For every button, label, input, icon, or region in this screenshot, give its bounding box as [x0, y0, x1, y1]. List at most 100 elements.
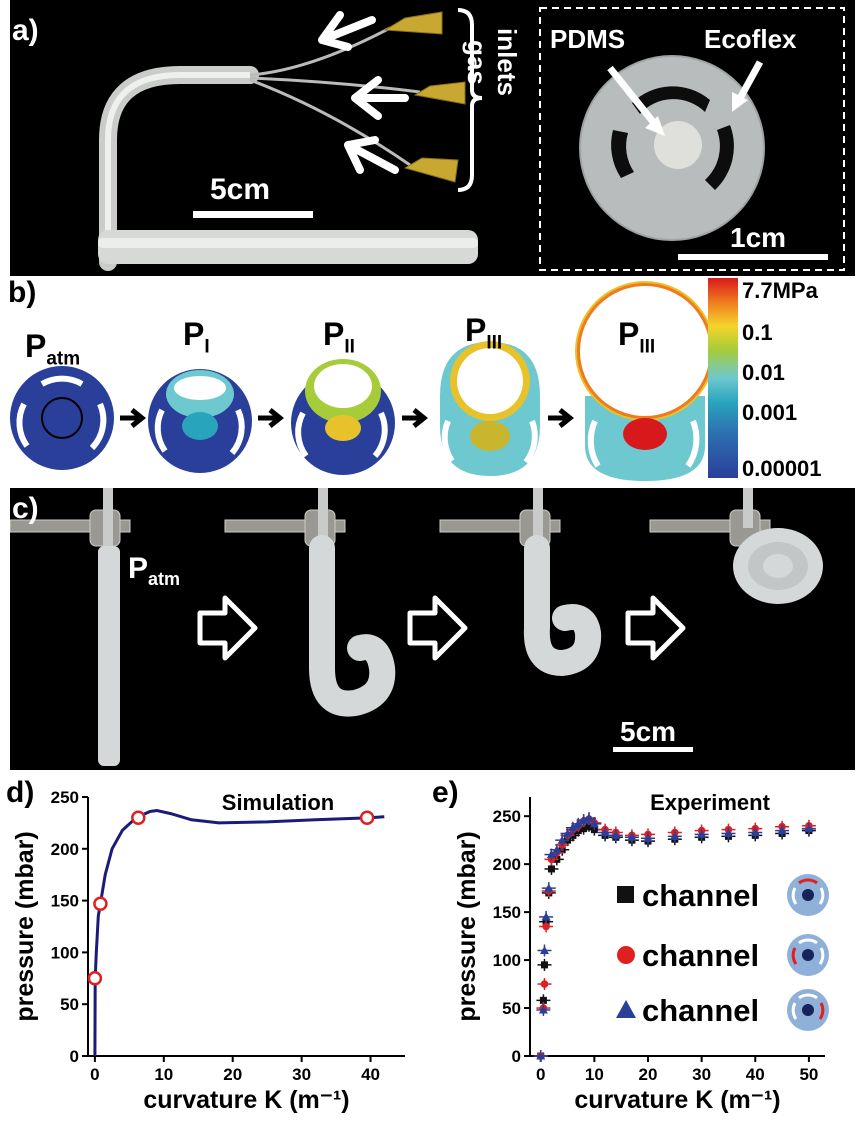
patm-label: Patm — [128, 552, 181, 589]
x-tick-label: 10 — [585, 1065, 604, 1084]
scale-bar-1cm — [678, 254, 828, 260]
actuator-coil — [523, 535, 602, 677]
data-point-triangle — [584, 813, 594, 822]
x-tick-label: 40 — [746, 1065, 765, 1084]
ecoflex-label: Ecoflex — [704, 24, 797, 54]
data-point-triangle — [589, 819, 599, 828]
simulation-marker — [87, 971, 103, 986]
x-tick-label: 20 — [639, 1065, 658, 1084]
data-point-triangle — [546, 850, 556, 859]
stage-label-1: PI — [183, 316, 210, 358]
simulation-marker — [359, 810, 375, 825]
data-point-triangle — [563, 828, 573, 837]
panel-c-label: c) — [12, 492, 39, 525]
y-tick-label: 100 — [51, 943, 79, 962]
stage-atm — [10, 366, 114, 470]
x-tick-label: 30 — [692, 1065, 711, 1084]
stage-arrow-4 — [548, 408, 575, 428]
data-point-square — [540, 961, 548, 969]
y-tick-label: 50 — [502, 999, 521, 1018]
data-point-triangle — [670, 831, 680, 840]
stage-3a — [440, 341, 540, 476]
x-tick-label: 50 — [799, 1065, 818, 1084]
x-tick-label: 20 — [223, 1065, 242, 1084]
experiment-chart: 0 10 20 30 40 50 0 50 100 150 200 250 curvature K (m… — [453, 790, 829, 1114]
tube-highlight — [105, 72, 250, 262]
legend-channel-core — [802, 949, 814, 961]
scale-label-c: 5cm — [620, 716, 677, 747]
colorbar-tick-0: 7.7MPa — [742, 278, 818, 303]
gas-label: gas — [462, 40, 492, 85]
gas-arrows — [318, 11, 409, 174]
sequence-arrows — [197, 595, 686, 661]
data-point-square — [547, 865, 555, 873]
panel-b-simulation: b) — [0, 276, 865, 488]
panel-c-photo: c) Patm 5cm — [9, 488, 855, 770]
legend-channel-arc — [791, 887, 798, 905]
chart-title: Simulation — [222, 790, 334, 815]
data-point-square — [539, 996, 547, 1004]
clamps — [9, 509, 771, 547]
y-tick-label: 150 — [51, 892, 79, 911]
panel-a-photo: a) gas inlets 5cm PDMS Ecoflex 1cm — [10, 0, 855, 276]
actuator-hook — [309, 535, 396, 717]
simulation-chart: 0 10 20 30 40 0 50 100 150 200 250 curvature K (m⁻¹… — [11, 788, 405, 1114]
y-axis-label: pressure (mbar) — [11, 831, 39, 1021]
data-point-triangle — [643, 833, 653, 842]
legend-channel-arc — [791, 1002, 798, 1020]
legend-label: channel — [642, 938, 759, 973]
data-point-triangle — [544, 883, 554, 892]
panel-d-chart: d) 0 10 20 30 40 0 50 100 150 200 250 curvature K (… — [0, 770, 430, 1125]
stage-3b — [575, 281, 715, 481]
legend-marker-circle — [617, 946, 635, 964]
colorbar-tick-3: 0.001 — [742, 400, 798, 425]
stage-label-atm: Patm — [25, 328, 81, 370]
panel-d-label: d) — [6, 776, 35, 809]
stage-arrow-1 — [120, 408, 147, 428]
x-axis-label: curvature K (m⁻¹) — [143, 1086, 349, 1114]
legend-label: channel — [642, 993, 759, 1028]
legend-marker-triangle — [616, 1000, 636, 1018]
inlets-brace — [457, 8, 483, 192]
y-tick-label: 250 — [493, 807, 521, 826]
y-tick-label: 0 — [70, 1047, 79, 1066]
gas-line-2 — [249, 76, 421, 94]
pdms-label: PDMS — [550, 24, 626, 54]
chart-title: Experiment — [650, 790, 770, 815]
legend-channel-arc — [791, 947, 798, 965]
needle-hubs — [383, 11, 466, 183]
data-point-square — [580, 825, 588, 833]
legend-channel-arc — [798, 993, 818, 1000]
x-tick-label: 0 — [90, 1065, 99, 1084]
panel-a-drawing — [98, 7, 845, 271]
data-point-circle — [542, 922, 550, 931]
actuator-spiral — [733, 528, 823, 604]
stage-1 — [148, 369, 252, 473]
panel-e-chart: e) 0 10 20 30 40 50 0 50 100 150 200 250 curvature K… — [430, 770, 865, 1125]
data-point-triangle — [627, 832, 637, 841]
data-point-triangle — [723, 828, 733, 837]
scale-label-5cm: 5cm — [210, 173, 271, 206]
data-point-triangle — [777, 826, 787, 835]
data-point-square — [585, 822, 593, 830]
stage-arrow-3 — [402, 408, 429, 428]
panel-b-drawing — [10, 278, 738, 481]
data-point-triangle — [552, 845, 562, 854]
data-point-triangle — [697, 829, 707, 838]
colorbar-tick-2: 0.01 — [742, 360, 785, 385]
scale-label-1cm: 1cm — [730, 222, 787, 253]
ecoflex-pointer — [734, 60, 764, 104]
stage-2 — [291, 359, 395, 475]
panel-b-label: b) — [8, 276, 37, 309]
data-point-triangle — [541, 912, 551, 921]
legend-label: channel — [642, 878, 759, 913]
tubes-top — [103, 488, 753, 548]
y-tick-label: 150 — [493, 903, 521, 922]
legend-channel-core — [802, 889, 814, 901]
data-point-triangle — [600, 827, 610, 836]
data-point-triangle — [804, 824, 814, 833]
legend-channel-arc — [798, 878, 818, 885]
gas-line-3 — [249, 78, 411, 167]
x-tick-label: 10 — [154, 1065, 173, 1084]
simulation-curve — [93, 808, 385, 1057]
